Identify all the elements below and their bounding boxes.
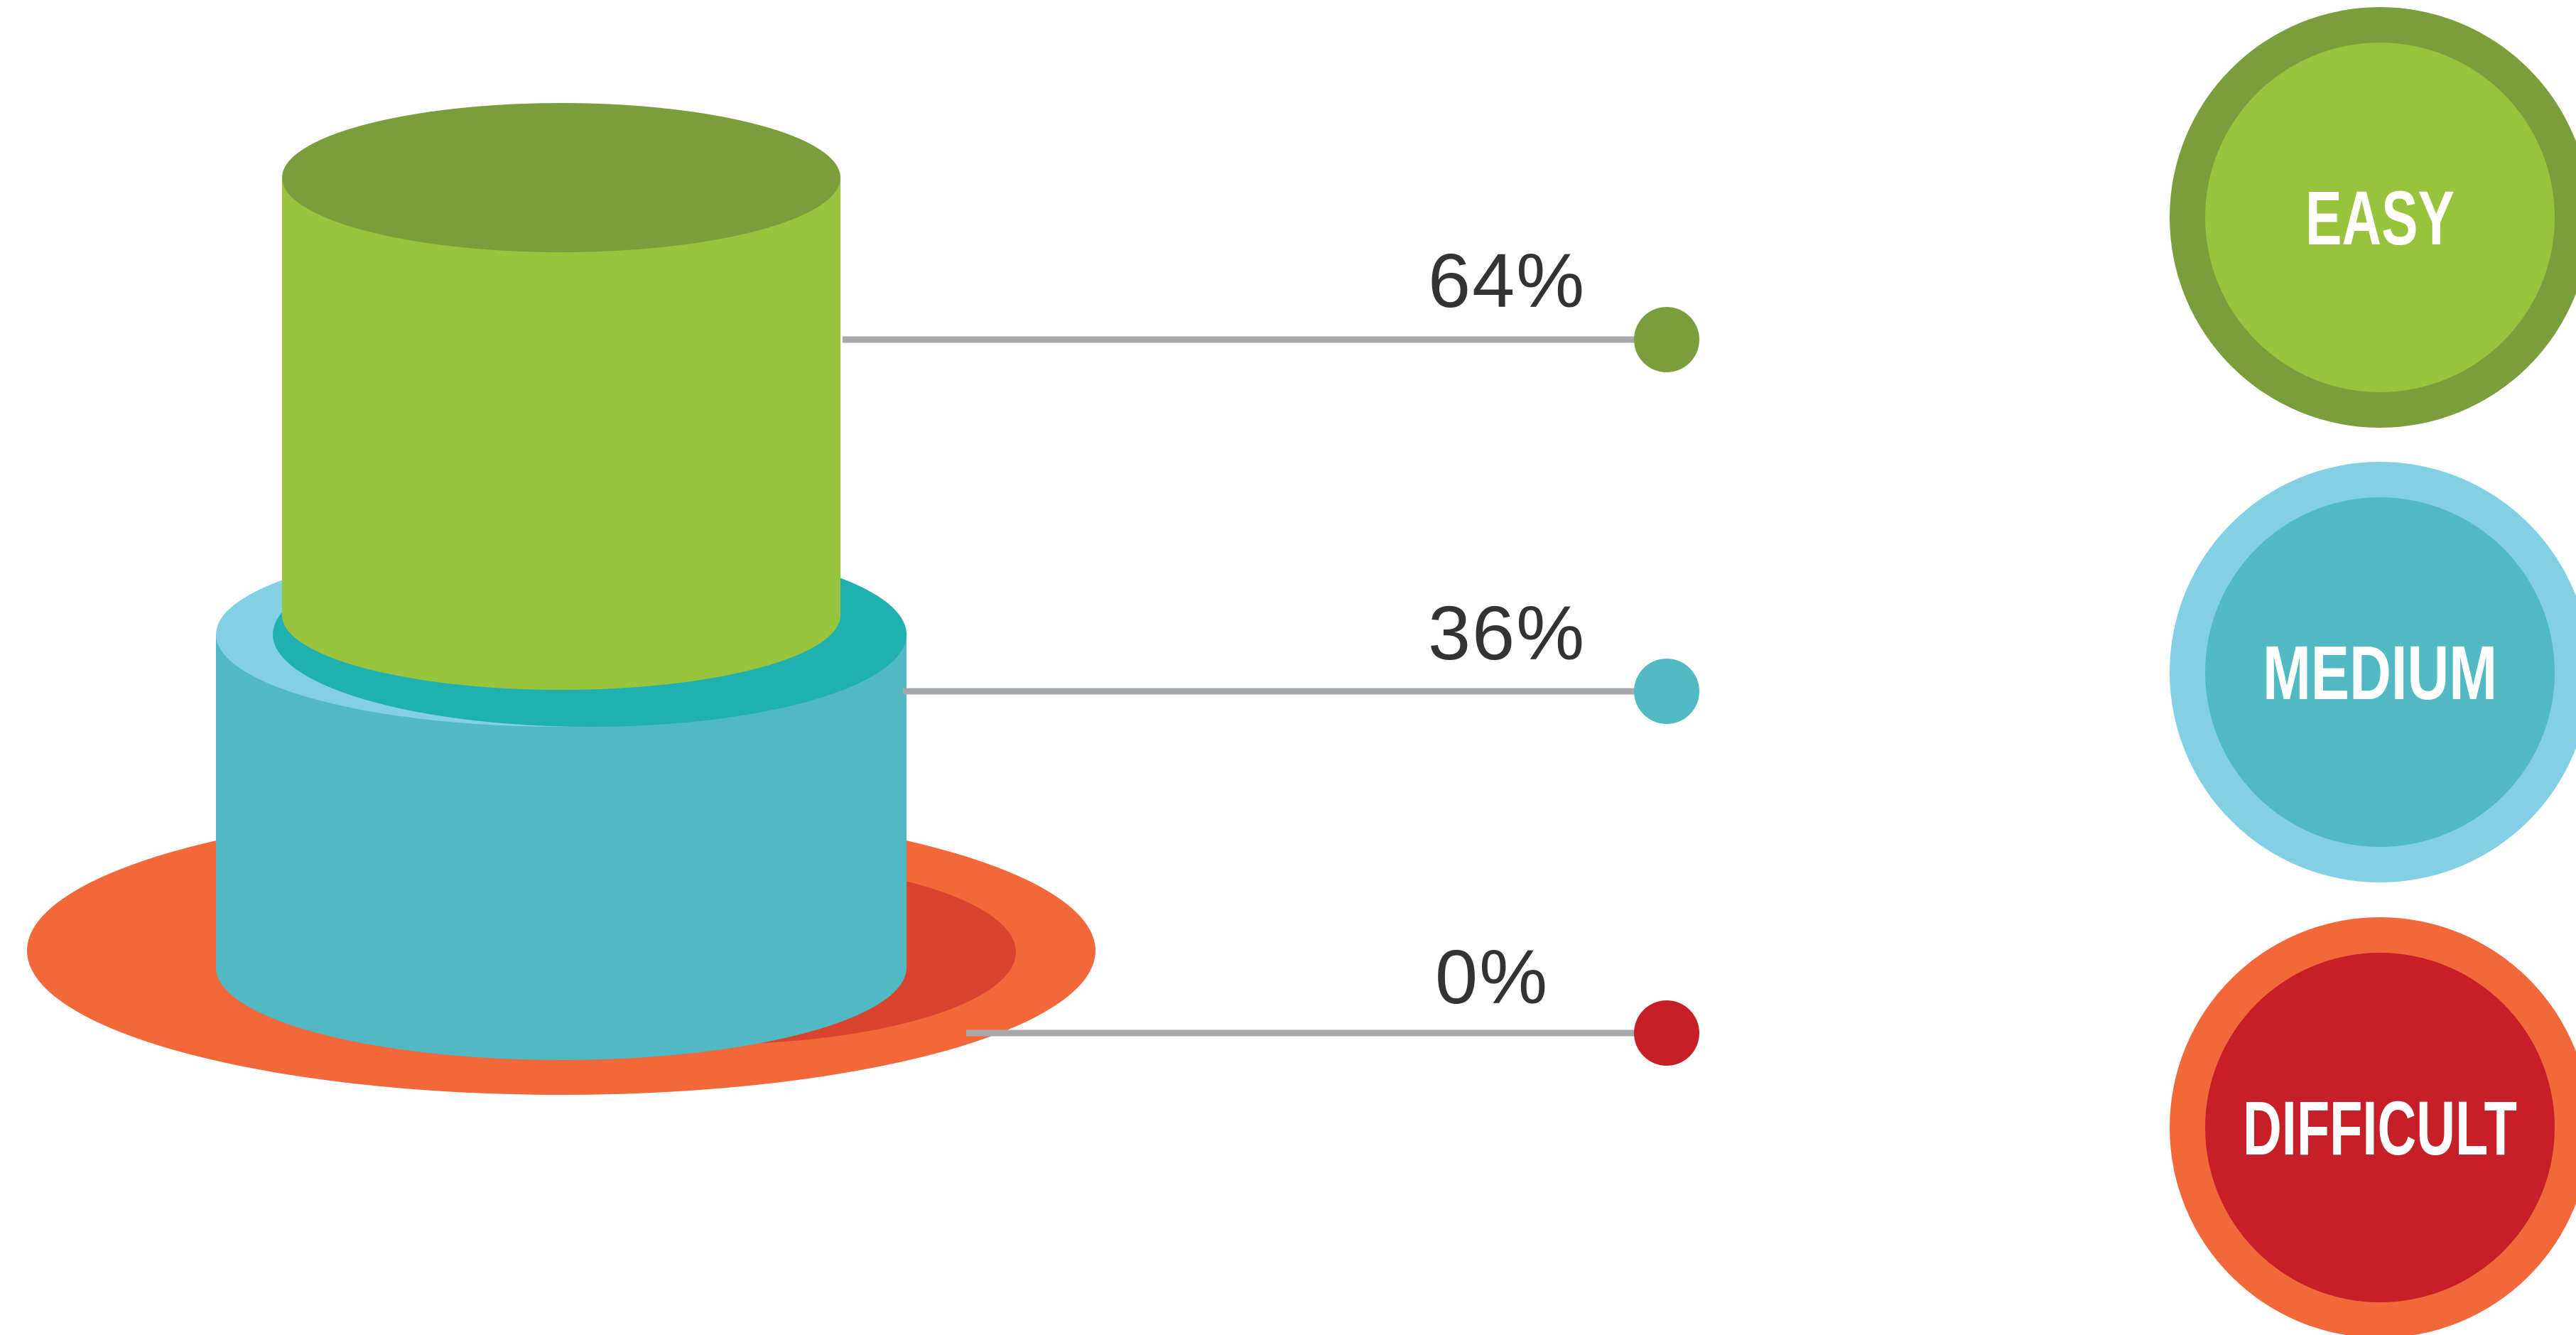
medium-marker-dot xyxy=(1634,659,1699,724)
leader-lines xyxy=(843,307,1699,1066)
legend-badges: EASY MEDIUM DIFFICULT xyxy=(2170,7,2576,1335)
difficult-value-label: 0% xyxy=(1435,934,1549,1020)
legend-difficult: DIFFICULT xyxy=(2170,917,2576,1335)
difficult-marker-dot xyxy=(1634,1000,1699,1066)
legend-easy-label: EASY xyxy=(2305,175,2455,261)
legend-easy: EASY xyxy=(2170,7,2576,428)
easy-cylinder xyxy=(282,103,840,690)
legend-difficult-label: DIFFICULT xyxy=(2243,1085,2517,1171)
medium-value-label: 36% xyxy=(1428,590,1586,676)
easy-value-label: 64% xyxy=(1428,237,1586,323)
legend-medium: MEDIUM xyxy=(2170,462,2576,882)
easy-marker-dot xyxy=(1634,307,1699,372)
legend-medium-label: MEDIUM xyxy=(2263,629,2497,715)
